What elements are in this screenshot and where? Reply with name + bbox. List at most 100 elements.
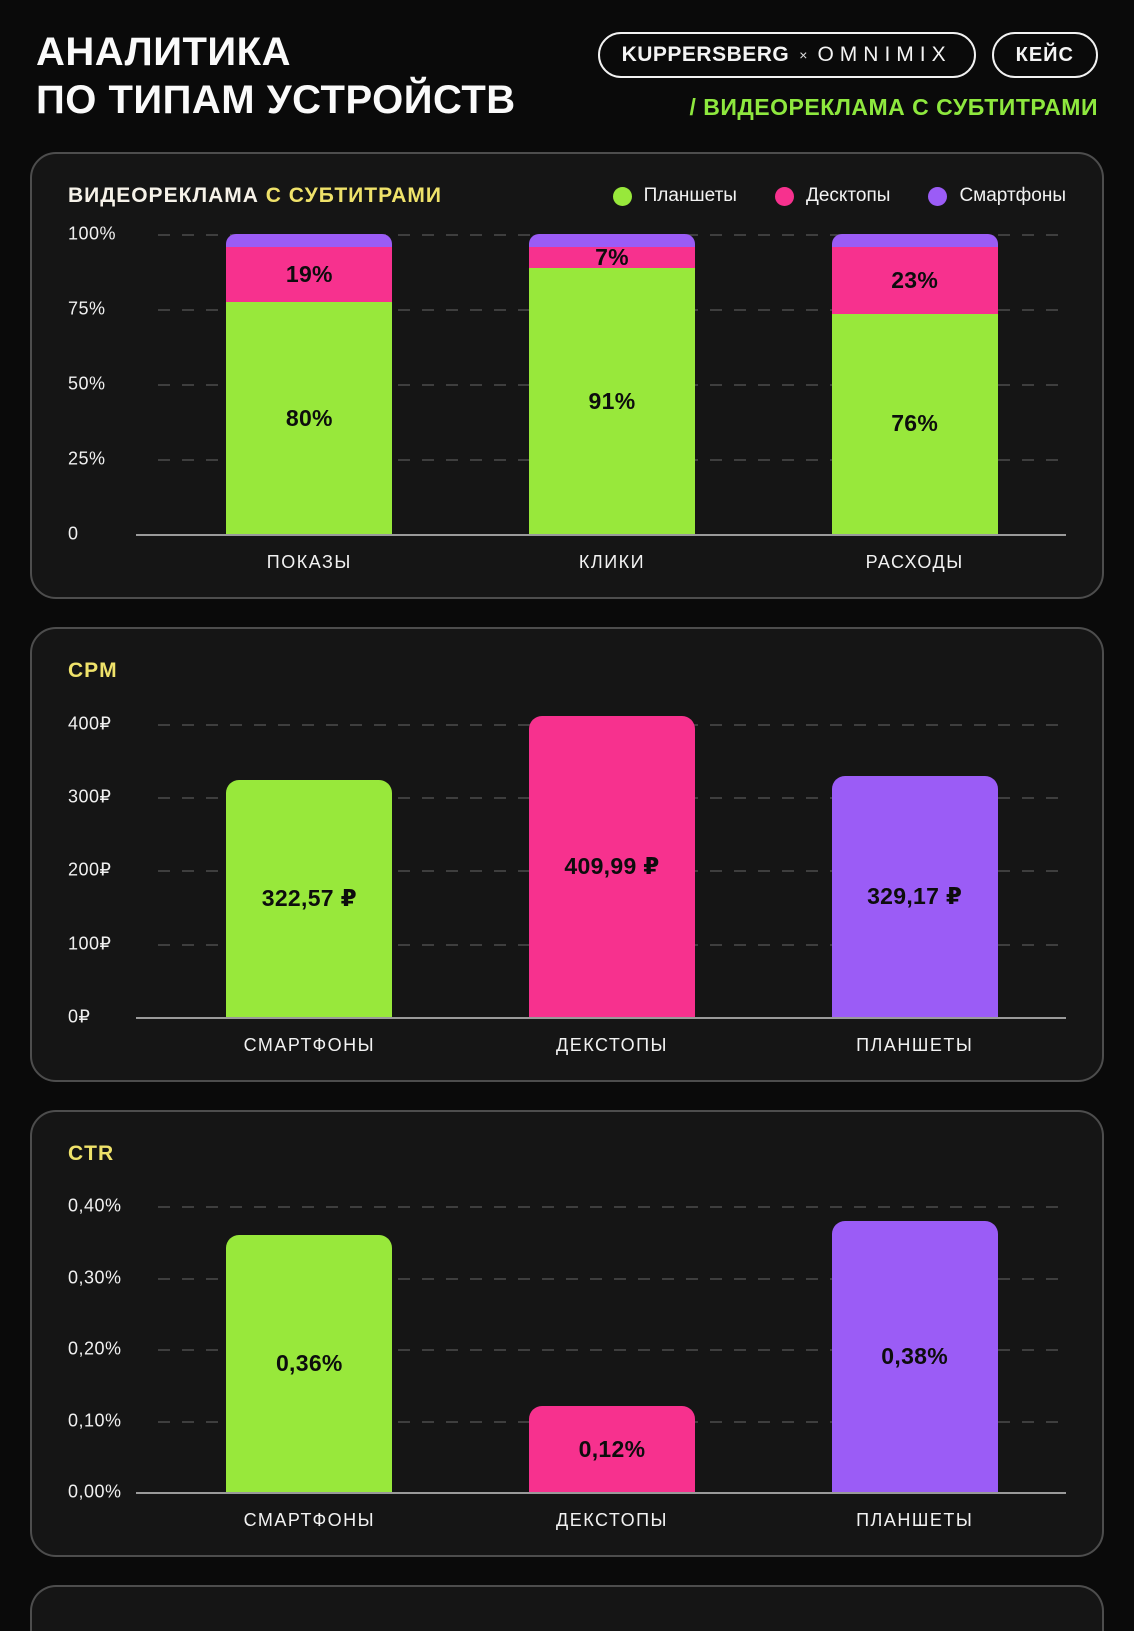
bar-value-label: 409,99 ₽ [564, 853, 660, 880]
plot-area: 0,36% 0,12% 0,38% [136, 1192, 1066, 1494]
chart-legend: Планшеты Десктопы Смартфоны [612, 185, 1066, 207]
bar-декстопы: 0,12% [528, 1192, 695, 1492]
x-axis-category-label: ПЛАНШЕТЫ [856, 1035, 974, 1055]
bar-segment-смартфоны [528, 234, 695, 247]
legend-label-desktops: Десктопы [805, 185, 891, 206]
bar-value-label: 76% [891, 410, 939, 437]
legend-dot-smartphones-icon [928, 186, 948, 206]
case-badge-label: КЕЙС [1015, 43, 1074, 66]
bar-segment-смартфоны [831, 234, 998, 247]
bar-value-label: 23% [891, 266, 939, 293]
panel-ctr-title: CTR [68, 1142, 115, 1165]
panel-devices-head: ВИДЕОРЕКЛАМА С СУБТИТРАМИ Планшеты Дескт… [68, 184, 1066, 208]
y-axis: 0,40% 0,30% 0,20% 0,10% 0,00% [68, 1192, 158, 1502]
y-axis-tick-label: 50% [68, 373, 106, 394]
bar-column: 0,36% [158, 1192, 461, 1492]
page-subtitle: / ВИДЕОРЕКЛАМА С СУБТИТРАМИ [689, 94, 1098, 120]
bar-расходы: 76% 23% [831, 234, 998, 534]
y-axis-tick-label: 0,30% [68, 1267, 122, 1288]
bars-container: 0,36% 0,12% 0,38% [158, 1192, 1066, 1492]
x-axis-line [136, 534, 1066, 536]
y-axis-tick-label: 200₽ [68, 859, 112, 880]
legend-item-tablets: Планшеты [612, 185, 737, 207]
y-axis-tick-label: 300₽ [68, 786, 112, 807]
bar-value-label: 19% [285, 261, 333, 288]
bar-декстопы: 0,12% [528, 1406, 695, 1492]
legend-label-tablets: Планшеты [643, 185, 737, 206]
bar-планшеты: 329,17 ₽ [831, 775, 998, 1017]
panel-devices-title-accent: С СУБТИТРАМИ [265, 184, 442, 207]
bar-column: 409,99 ₽ [461, 709, 764, 1017]
x-axis-category-label: СМАРТФОНЫ [243, 1510, 376, 1530]
plot-area: 322,57 ₽ 409,99 ₽ 329,17 ₽ [136, 709, 1066, 1019]
bar-планшеты: 329,17 ₽ [831, 709, 998, 1017]
bar-column: 0,12% [461, 1192, 764, 1492]
chart-ctr: 0,40% 0,30% 0,20% 0,10% 0,00% 0,36% 0,12% 0,38… [68, 1192, 1066, 1531]
x-axis-labels: СМАРТФОНЫ ДЕКСТОПЫ ПЛАНШЕТЫ [158, 1510, 1066, 1531]
page-title-line1: АНАЛИТИКА [36, 30, 291, 74]
plot-area: 80% 19% 91% 7% 76% 23% [136, 234, 1066, 536]
y-axis-tick-label: 0,40% [68, 1195, 122, 1216]
bar-value-label: 329,17 ₽ [867, 882, 963, 909]
panel-ctr: CTR 0,40% 0,30% 0,20% 0,10% 0,00% 0,36% 0,12%… [30, 1110, 1104, 1557]
chart-devices-share: 100% 75% 50% 25% 0 80% 19% 91% 7% 76% 23% ПОКАЗЫ К… [68, 224, 1066, 573]
bars-container: 322,57 ₽ 409,99 ₽ 329,17 ₽ [158, 709, 1066, 1017]
bar-segment-десктопы: 23% [831, 247, 998, 314]
page-title-line2: ПО ТИПАМ УСТРОЙСТВ [36, 78, 516, 122]
bar-segment-планшеты: 76% [831, 313, 998, 534]
y-axis-tick-label: 75% [68, 298, 106, 319]
x-axis-labels: СМАРТФОНЫ ДЕКСТОПЫ ПЛАНШЕТЫ [158, 1035, 1066, 1056]
header: АНАЛИТИКА ПО ТИПАМ УСТРОЙСТВ KUPPERSBERG… [30, 26, 1104, 124]
multiply-icon: × [799, 47, 808, 63]
x-axis: СМАРТФОНЫ ДЕКСТОПЫ ПЛАНШЕТЫ [68, 1510, 1066, 1531]
x-axis-category-label: ДЕКСТОПЫ [556, 1510, 668, 1530]
x-axis: СМАРТФОНЫ ДЕКСТОПЫ ПЛАНШЕТЫ [68, 1035, 1066, 1056]
bar-планшеты: 0,38% [831, 1192, 998, 1492]
x-axis: ПОКАЗЫ КЛИКИ РАСХОДЫ [68, 552, 1066, 573]
bar-segment-десктопы: 19% [226, 247, 393, 303]
panel-cpm-head: CPM [68, 659, 1066, 683]
bar-segment-десктопы: 7% [528, 244, 695, 270]
x-axis-category-label: РАСХОДЫ [865, 552, 964, 572]
case-badge: КЕЙС [991, 32, 1098, 78]
panel-devices-title: ВИДЕОРЕКЛАМА С СУБТИТРАМИ [68, 184, 442, 208]
x-axis-line [136, 1017, 1066, 1019]
bar-segment-планшеты: 91% [528, 268, 695, 534]
bar-column: 322,57 ₽ [158, 709, 461, 1017]
panel-partial-next [30, 1585, 1104, 1631]
y-axis: 100% 75% 50% 25% 0 [68, 224, 158, 544]
bar-value-label: 91% [588, 387, 636, 414]
y-axis-tick-label: 100% [68, 223, 117, 244]
bar-смартфоны: 0,36% [226, 1192, 393, 1492]
brand-badge: KUPPERSBERG × OMNIMIX [597, 32, 976, 78]
bar-value-label: 80% [285, 404, 333, 431]
bar-смартфоны: 0,36% [226, 1234, 393, 1492]
legend-item-desktops: Десктопы [774, 185, 891, 207]
gridline [158, 1349, 1066, 1352]
panel-ctr-head: CTR [68, 1142, 1066, 1166]
bar-value-label: 322,57 ₽ [261, 885, 357, 912]
bar-segment-планшеты: 80% [226, 302, 393, 534]
bar-column: 0,38% [763, 1192, 1066, 1492]
bar-value-label: 0,12% [578, 1435, 646, 1462]
legend-dot-desktops-icon [774, 186, 794, 206]
x-axis-category-label: КЛИКИ [578, 552, 646, 572]
bar-декстопы: 409,99 ₽ [528, 716, 695, 1017]
panel-cpm-title: CPM [68, 659, 118, 682]
page-title: АНАЛИТИКА ПО ТИПАМ УСТРОЙСТВ [36, 28, 516, 124]
y-axis-tick-label: 0,10% [68, 1410, 122, 1431]
gridline [158, 1206, 1066, 1209]
bar-value-label: 0,38% [881, 1342, 949, 1369]
y-axis: 400₽ 300₽ 200₽ 100₽ 0₽ [68, 709, 158, 1026]
y-axis-tick-label: 100₽ [68, 933, 112, 954]
panel-cpm: CPM 400₽ 300₽ 200₽ 100₽ 0₽ 322,57 ₽409,99 ₽3… [30, 627, 1104, 1082]
legend-dot-tablets-icon [612, 186, 632, 206]
panel-devices-title-main: ВИДЕОРЕКЛАМА [68, 184, 259, 207]
bar-показы: 80% 19% [226, 234, 393, 534]
chart-cpm: 400₽ 300₽ 200₽ 100₽ 0₽ 322,57 ₽ 409,99 ₽ 329,1… [68, 709, 1066, 1056]
bar-column: 91% 7% [461, 234, 764, 534]
y-axis-tick-label: 0,00% [68, 1481, 122, 1502]
bar-клики: 91% 7% [528, 234, 695, 534]
legend-label-smartphones: Смартфоны [959, 185, 1066, 206]
